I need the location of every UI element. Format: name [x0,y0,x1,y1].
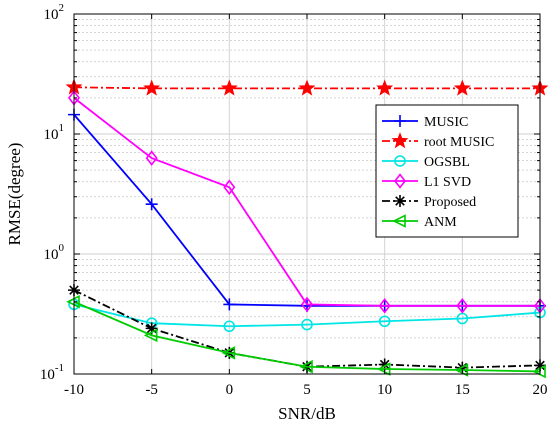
x-tick-label: 0 [226,382,234,398]
legend-item: L1 SVD [382,173,471,190]
legend-label: root MUSIC [424,135,494,150]
triangle-left-marker [392,214,406,228]
triangle-left-marker [221,346,236,360]
diamond-marker [300,296,314,313]
x-tick-label: -5 [145,382,158,398]
legend-label: Proposed [424,195,476,210]
circle-marker [223,320,236,333]
legend-item: MUSIC [382,115,468,130]
triangle-left-marker [143,328,158,343]
x-tick-label: 10 [377,382,392,398]
asterisk-marker [378,358,391,371]
diamond-marker [223,179,236,196]
x-tick-label: 20 [533,382,548,398]
diamond-marker [145,150,158,166]
star-marker [453,79,471,96]
star-marker [220,79,238,96]
legend-label: MUSIC [424,115,468,130]
y-tick-label: 102 [44,2,65,23]
legend-item: Proposed [382,195,476,210]
legend: MUSIC root MUSIC OGSBL L1 SVD Proposed ANM [375,104,519,238]
legend-item: ANM [382,214,457,230]
star-marker [376,79,394,96]
circle-marker [378,315,391,328]
plus-marker [394,115,406,127]
y-tick-label: 101 [44,122,65,143]
plus-marker [223,298,236,311]
star-marker [298,79,316,96]
y-axis-label: RMSE(degree) [5,143,24,246]
diamond-marker [378,298,391,314]
circle-marker [301,318,313,331]
y-tick-label: 100 [44,242,65,263]
x-tick-label: 5 [303,382,311,398]
plus-marker [145,198,158,211]
legend-item: root MUSIC [382,132,494,150]
legend-label: OGSBL [424,155,470,170]
asterisk-marker [145,322,158,335]
legend-label: ANM [424,215,457,230]
legend-label: L1 SVD [424,175,471,190]
circle-marker [394,155,406,167]
y-axis: 10-1 100 101 102 [40,2,540,383]
y-tick-label: 10-1 [40,362,64,383]
diamond-marker [456,298,469,314]
x-axis: -10 -5 0 5 10 15 20 [64,14,548,398]
x-tick-label: 15 [455,382,470,398]
series-line [73,97,540,307]
x-tick-label: -10 [64,382,84,398]
star-marker [391,132,409,149]
series-l1-svd [67,90,547,314]
asterisk-marker [394,195,406,207]
legend-item: OGSBL [382,155,470,170]
diamond-marker [393,173,407,189]
x-axis-label: SNR/dB [278,404,336,423]
star-marker [143,79,161,96]
